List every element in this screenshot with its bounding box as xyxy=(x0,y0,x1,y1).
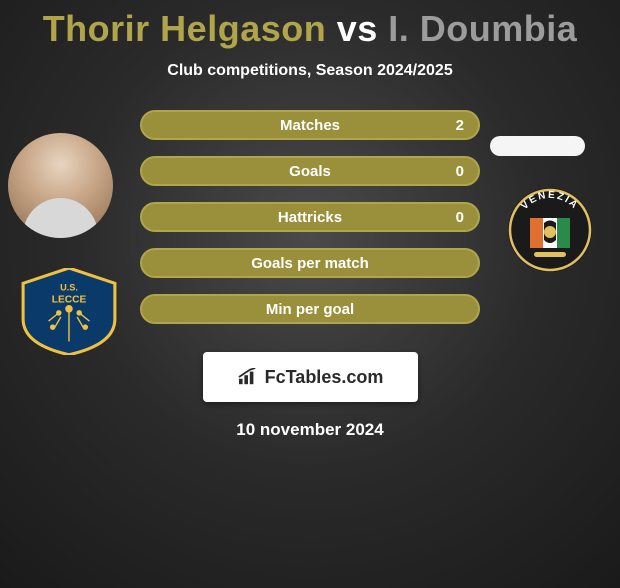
stat-label: Min per goal xyxy=(266,301,354,318)
stat-value: 2 xyxy=(456,117,464,134)
branding-text: FcTables.com xyxy=(265,367,384,388)
vs-text: vs xyxy=(337,8,378,49)
stat-row-hattricks: Hattricks 0 xyxy=(140,202,480,232)
stat-row-goals-per-match: Goals per match xyxy=(140,248,480,278)
svg-text:LECCE: LECCE xyxy=(52,295,87,306)
comparison-title: Thorir Helgason vs I. Doumbia xyxy=(0,8,620,50)
lecce-crest: U.S. LECCE xyxy=(18,268,120,353)
stat-value: 0 xyxy=(456,163,464,180)
stat-label: Hattricks xyxy=(278,209,342,226)
player1-name: Thorir Helgason xyxy=(43,8,327,49)
player1-avatar xyxy=(8,133,113,238)
stat-row-goals: Goals 0 xyxy=(140,156,480,186)
stat-label: Goals per match xyxy=(251,255,369,272)
subtitle: Club competitions, Season 2024/2025 xyxy=(0,62,620,80)
stat-row-min-per-goal: Min per goal xyxy=(140,294,480,324)
venezia-crest: VENEZIA xyxy=(500,188,600,273)
player2-name: I. Doumbia xyxy=(388,8,577,49)
date-text: 10 november 2024 xyxy=(0,420,620,440)
stat-value: 0 xyxy=(456,209,464,226)
stat-label: Goals xyxy=(289,163,331,180)
svg-text:U.S.: U.S. xyxy=(60,282,78,292)
stat-label: Matches xyxy=(280,117,340,134)
branding-badge: FcTables.com xyxy=(203,352,418,402)
chart-icon xyxy=(237,368,259,386)
stat-row-matches: Matches 2 xyxy=(140,110,480,140)
player2-placeholder-pill xyxy=(490,136,585,156)
